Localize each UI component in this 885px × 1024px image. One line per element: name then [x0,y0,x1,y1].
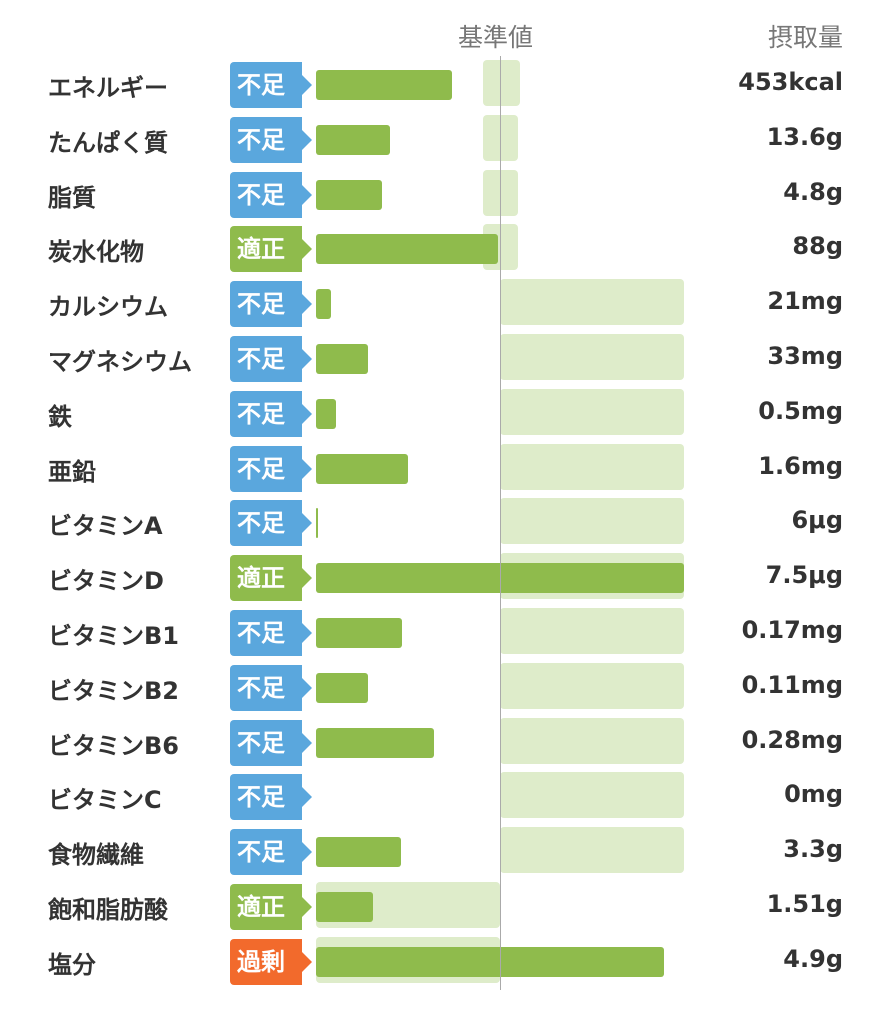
reference-range [500,827,684,873]
intake-amount: 0.11mg [741,671,843,699]
nutrient-name: たんぱく質 [48,129,168,157]
reference-range [500,772,684,818]
status-badge: 不足 [230,117,312,163]
nutrient-row: 亜鉛 不足 1.6mg [0,444,885,492]
nutrient-name: 亜鉛 [48,458,96,486]
nutrient-row: マグネシウム 不足 33mg [0,334,885,382]
intake-bar [316,180,383,210]
intake-amount: 0.5mg [758,397,843,425]
intake-amount: 13.6g [766,123,843,151]
reference-range [500,279,684,325]
nutrient-name: ビタミンC [48,786,162,814]
nutrient-row: たんぱく質 不足 13.6g [0,115,885,163]
nutrient-name: ビタミンB6 [48,732,179,760]
nutrient-row: カルシウム 不足 21mg [0,279,885,327]
nutrient-row: ビタミンB2 不足 0.11mg [0,663,885,711]
intake-amount: 4.9g [783,945,843,973]
nutrient-row: ビタミンD 適正 7.5μg [0,553,885,601]
intake-amount: 33mg [767,342,843,370]
status-badge: 不足 [230,774,312,820]
intake-bar [316,947,664,977]
intake-bar [316,508,318,538]
reference-range [500,334,684,380]
intake-bar [316,454,408,484]
intake-amount: 88g [792,232,843,260]
nutrient-name: 炭水化物 [48,238,144,266]
amount-header: 摂取量 [767,23,843,52]
intake-amount: 0mg [784,780,843,808]
nutrient-row: エネルギー 不足 453kcal [0,60,885,108]
status-badge: 不足 [230,500,312,546]
reference-range [500,389,684,435]
nutrient-name: 飽和脂肪酸 [48,896,168,924]
reference-line [500,56,501,990]
nutrient-name: ビタミンB2 [48,677,179,705]
intake-amount: 453kcal [738,68,843,96]
status-badge: 不足 [230,172,312,218]
status-badge: 不足 [230,281,312,327]
status-badge: 適正 [230,555,312,601]
nutrient-name: 塩分 [48,951,96,979]
nutrient-row: 飽和脂肪酸 適正 1.51g [0,882,885,930]
reference-range [483,60,521,106]
nutrient-name: カルシウム [48,293,168,321]
nutrient-row: 炭水化物 適正 88g [0,224,885,272]
nutrient-name: ビタミンB1 [48,622,179,650]
status-badge: 不足 [230,720,312,766]
intake-amount: 1.51g [766,890,843,918]
status-badge: 不足 [230,829,312,875]
intake-bar [316,125,390,155]
status-badge: 不足 [230,62,312,108]
intake-amount: 0.17mg [741,616,843,644]
status-badge: 適正 [230,884,312,930]
nutrient-row: ビタミンB1 不足 0.17mg [0,608,885,656]
nutrient-name: エネルギー [48,74,168,102]
intake-bar [316,70,453,100]
nutrient-name: 鉄 [48,403,72,431]
intake-bar [316,892,374,922]
intake-bar [316,399,337,429]
intake-bar [316,618,403,648]
reference-range [500,663,684,709]
nutrient-row: 脂質 不足 4.8g [0,170,885,218]
reference-range [500,444,684,490]
intake-bar [316,728,434,758]
status-badge: 不足 [230,336,312,382]
status-badge: 不足 [230,665,312,711]
reference-range [500,718,684,764]
status-badge: 過剰 [230,939,312,985]
intake-bar [316,344,368,374]
status-badge: 不足 [230,391,312,437]
nutrient-name: 食物繊維 [48,841,144,869]
status-badge: 適正 [230,226,312,272]
reference-range [500,608,684,654]
intake-amount: 6μg [791,506,843,534]
nutrient-name: 脂質 [48,184,96,212]
intake-amount: 4.8g [783,178,843,206]
intake-amount: 7.5μg [765,561,843,589]
intake-amount: 3.3g [783,835,843,863]
nutrient-row: ビタミンB6 不足 0.28mg [0,718,885,766]
nutrient-row: 鉄 不足 0.5mg [0,389,885,437]
intake-bar [316,837,401,867]
status-badge: 不足 [230,610,312,656]
reference-header: 基準値 [458,23,534,52]
intake-bar [316,673,368,703]
nutrient-row: 塩分 過剰 4.9g [0,937,885,985]
intake-bar [316,234,499,264]
nutrient-name: マグネシウム [48,348,192,376]
nutrient-row: 食物繊維 不足 3.3g [0,827,885,875]
status-badge: 不足 [230,446,312,492]
intake-bar [316,289,331,319]
nutrient-name: ビタミンA [48,512,163,540]
intake-amount: 1.6mg [758,452,843,480]
intake-amount: 21mg [767,287,843,315]
reference-range [500,498,684,544]
nutrient-row: ビタミンA 不足 6μg [0,498,885,546]
intake-amount: 0.28mg [741,726,843,754]
nutrient-name: ビタミンD [48,567,164,595]
nutrient-row: ビタミンC 不足 0mg [0,772,885,820]
